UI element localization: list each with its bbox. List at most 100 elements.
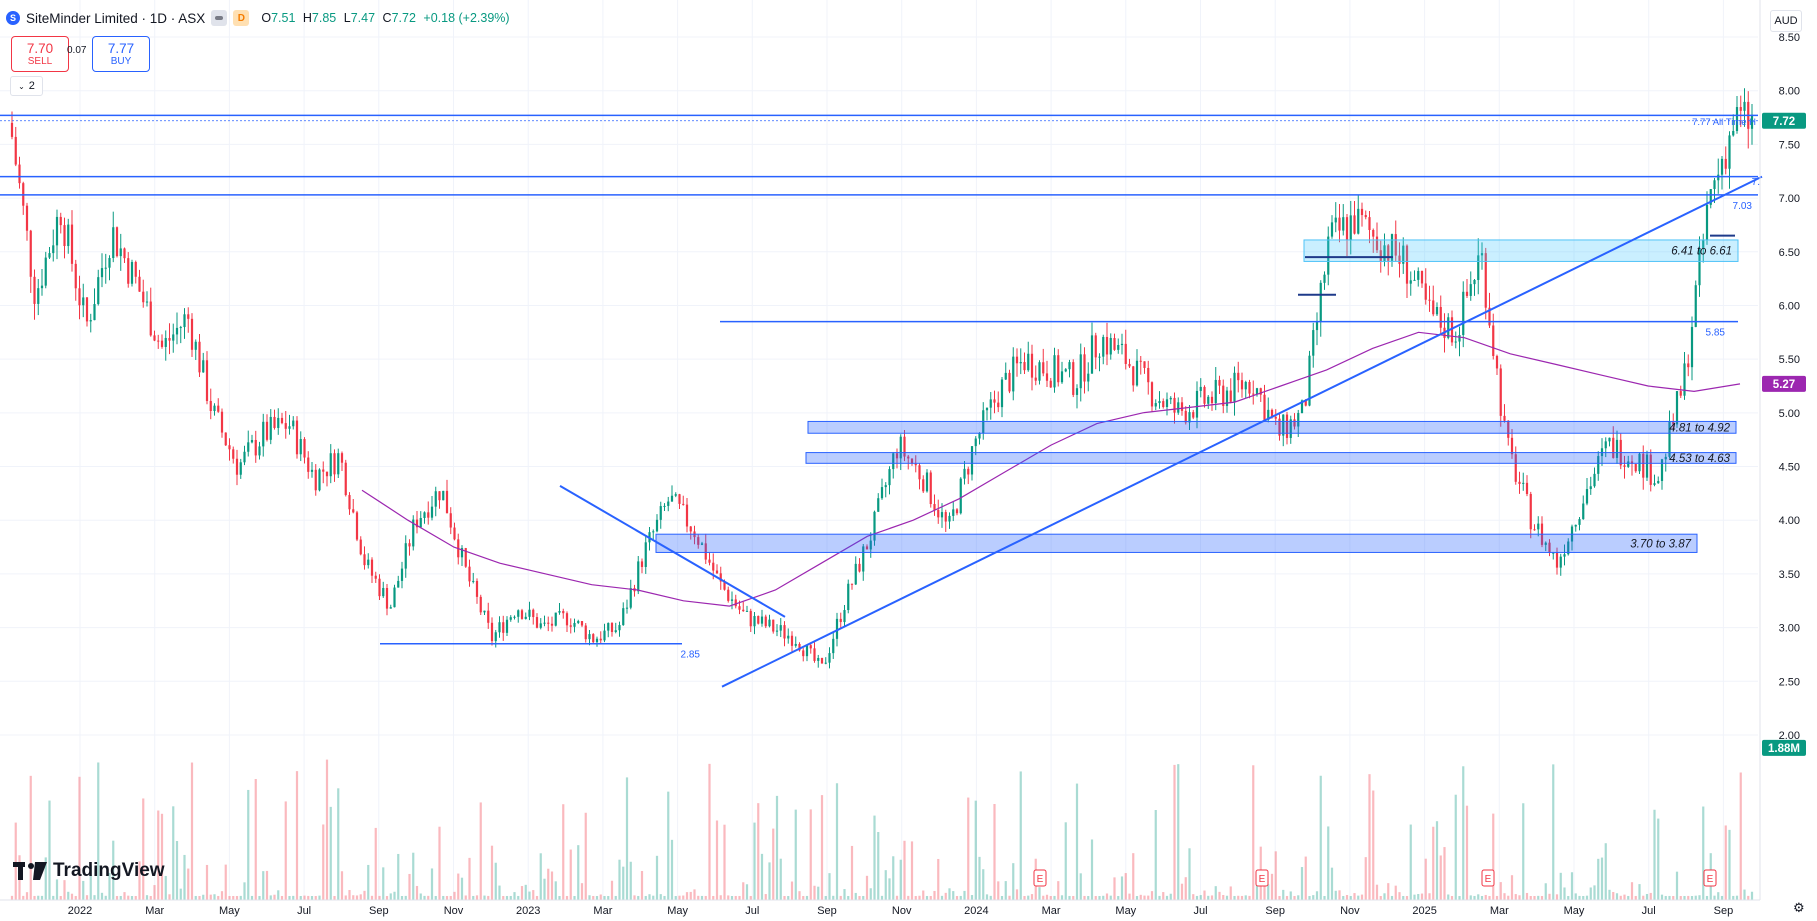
candle-body xyxy=(933,504,936,510)
symbol-title[interactable]: SiteMinder Limited · 1D · ASX xyxy=(26,10,206,26)
volume-bar xyxy=(1330,867,1334,900)
volume-bar xyxy=(1612,891,1615,900)
volume-bar xyxy=(670,839,674,900)
volume-bar xyxy=(595,896,599,900)
candle-body xyxy=(70,224,74,264)
volume-bar xyxy=(809,809,812,900)
volume-bar xyxy=(1447,894,1450,900)
candle-body xyxy=(1012,356,1015,392)
candle-body xyxy=(839,618,842,623)
volume-bar xyxy=(333,895,336,900)
indicators-toggle-button[interactable]: ⌄ 2 xyxy=(10,76,43,96)
support-zones[interactable]: 6.41 to 6.61 4.81 to 4.92 4.53 to 4.63 3.70… xyxy=(655,239,1739,553)
candle-body xyxy=(779,625,782,631)
volume-bar xyxy=(607,895,610,900)
volume-bar xyxy=(558,895,561,900)
candle-body xyxy=(1304,400,1307,406)
volume-bar xyxy=(1308,895,1311,900)
volume-bar xyxy=(1394,885,1397,900)
volume-bar xyxy=(569,849,572,900)
volume-bar xyxy=(955,895,959,900)
candle-body xyxy=(1428,299,1431,301)
candle-body xyxy=(862,546,865,572)
volume-bar xyxy=(952,891,955,900)
volume-bar xyxy=(1398,892,1401,900)
candle-body xyxy=(1675,391,1679,425)
volume-bar xyxy=(817,886,820,900)
volume-bar xyxy=(1540,896,1544,900)
volume-bar xyxy=(993,804,996,900)
tradingview-logo[interactable]: TradingView xyxy=(13,860,165,882)
volume-bar xyxy=(1207,895,1210,900)
candle-body xyxy=(74,263,77,289)
volume-bar xyxy=(1169,893,1172,900)
volume-bar xyxy=(637,895,640,900)
drawing-lines[interactable]: 2.85 5.85 7.03 7. 7.77 All Time H xyxy=(0,114,1763,688)
candle-body xyxy=(1360,208,1364,216)
candle-body xyxy=(674,494,677,496)
candle-body xyxy=(944,512,947,522)
volume-bar xyxy=(963,890,966,900)
volume-bar xyxy=(1432,826,1435,900)
candle-body xyxy=(352,509,355,513)
volume-bar xyxy=(1735,895,1739,900)
volume-bar xyxy=(359,894,362,900)
candle-body xyxy=(382,587,385,597)
volume-bar xyxy=(682,895,685,900)
candle-body xyxy=(344,462,347,496)
volume-bar xyxy=(498,885,501,900)
volume-bar xyxy=(1492,813,1495,900)
volume-bar xyxy=(265,870,269,900)
volume-bar xyxy=(382,867,385,900)
candle-body xyxy=(183,314,186,328)
volume-bar xyxy=(1349,895,1352,900)
gear-icon[interactable]: ⚙ xyxy=(1793,900,1805,915)
candle-body xyxy=(1372,229,1375,237)
candle-body xyxy=(1169,397,1172,400)
candle-body xyxy=(1477,255,1480,280)
candle-body xyxy=(1270,409,1274,417)
candle-body xyxy=(783,625,786,639)
candle-body xyxy=(1323,274,1326,283)
candle-body xyxy=(1147,367,1150,383)
sell-button[interactable]: 7.70 SELL xyxy=(11,36,69,72)
volume-bar xyxy=(1090,839,1094,900)
candle-body xyxy=(235,458,239,475)
volume-bar xyxy=(67,891,70,900)
currency-button[interactable]: AUD xyxy=(1770,10,1802,32)
volume-bar xyxy=(1042,895,1045,900)
market-status-icon[interactable] xyxy=(211,10,228,26)
candle-body xyxy=(1225,390,1229,406)
volume-bar xyxy=(505,895,509,900)
volume-bar xyxy=(550,871,554,900)
candle-body xyxy=(310,469,314,472)
volume-bar xyxy=(1750,891,1754,900)
low-value: 7.47 xyxy=(350,11,376,25)
volume-bar xyxy=(715,820,719,900)
volume-bar xyxy=(284,801,287,900)
volume-bar xyxy=(1255,884,1259,900)
candle-body xyxy=(1514,454,1517,482)
moving-average xyxy=(361,331,1741,607)
volume-bar xyxy=(299,895,302,900)
candle-body xyxy=(618,625,621,631)
delayed-data-icon[interactable]: D xyxy=(233,10,250,26)
candle-body xyxy=(1638,453,1641,472)
candle-body xyxy=(325,471,329,477)
support-zone xyxy=(1303,239,1739,262)
volume-bar xyxy=(1679,896,1682,900)
volume-bar xyxy=(768,862,771,900)
candle-body xyxy=(1083,354,1086,382)
candle-body xyxy=(1627,461,1630,467)
volume-bar xyxy=(487,895,490,900)
volume-bar xyxy=(835,783,839,900)
candle-body xyxy=(10,122,14,137)
candle-body xyxy=(1743,101,1746,111)
candle-body xyxy=(314,469,317,491)
volume-bar xyxy=(749,895,752,900)
candle-body xyxy=(318,469,321,491)
volume-bar xyxy=(1589,887,1592,900)
buy-button[interactable]: 7.77 BUY xyxy=(92,36,150,72)
